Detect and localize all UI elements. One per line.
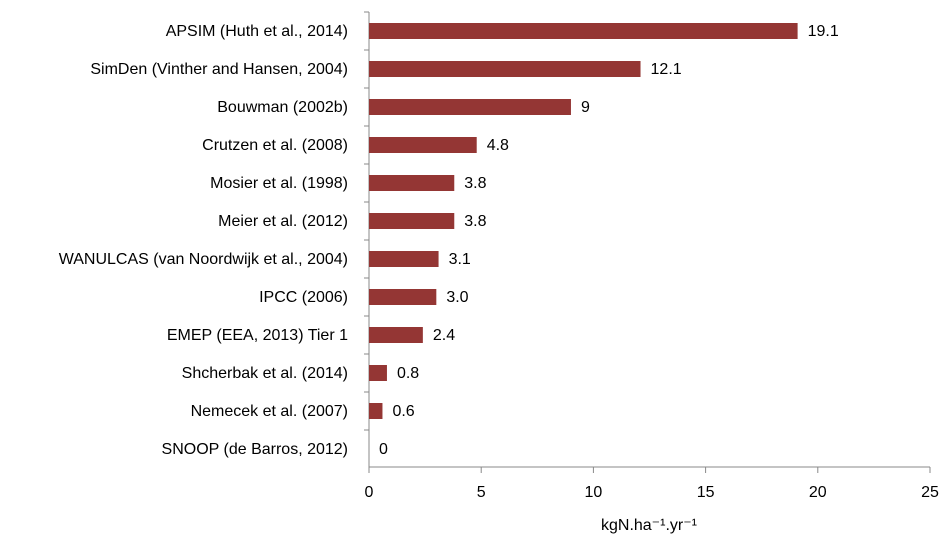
value-label: 3.0 xyxy=(446,289,468,306)
bar xyxy=(369,365,387,381)
bar xyxy=(369,251,439,267)
y-tick-label: Meier et al. (2012) xyxy=(218,213,348,230)
bar xyxy=(369,99,571,115)
value-label: 2.4 xyxy=(433,327,455,344)
y-tick-label: Nemecek et al. (2007) xyxy=(191,403,348,420)
y-tick-label: Crutzen et al. (2008) xyxy=(202,137,348,154)
bar xyxy=(369,61,641,77)
value-label: 4.8 xyxy=(487,137,509,154)
bar xyxy=(369,23,798,39)
x-tick-label: 20 xyxy=(809,484,827,501)
y-tick-label: WANULCAS (van Noordwijk et al., 2004) xyxy=(59,251,348,268)
y-tick-label: Bouwman (2002b) xyxy=(217,99,348,116)
bar xyxy=(369,289,437,305)
y-tick-label: APSIM (Huth et al., 2014) xyxy=(166,23,348,40)
y-tick-label: Mosier et al. (1998) xyxy=(210,175,348,192)
x-tick-label: 5 xyxy=(477,484,486,501)
value-label: 19.1 xyxy=(808,23,839,40)
value-label: 12.1 xyxy=(651,61,682,78)
bar xyxy=(369,213,455,229)
x-tick-label: 25 xyxy=(921,484,939,501)
value-label: 0.8 xyxy=(397,365,419,382)
value-label: 3.8 xyxy=(464,175,486,192)
x-tick-label: 0 xyxy=(365,484,374,501)
bar xyxy=(369,403,383,419)
value-label: 3.8 xyxy=(464,213,486,230)
x-tick-label: 15 xyxy=(697,484,715,501)
value-label: 3.1 xyxy=(449,251,471,268)
bar xyxy=(369,137,477,153)
y-tick-label: EMEP (EEA, 2013) Tier 1 xyxy=(167,327,348,344)
value-label: 9 xyxy=(581,99,590,116)
value-label: 0 xyxy=(379,441,388,458)
y-tick-label: Shcherbak et al. (2014) xyxy=(182,365,348,382)
value-label: 0.6 xyxy=(392,403,414,420)
x-axis-label: kgN.ha⁻¹.yr⁻¹ xyxy=(601,517,697,534)
y-tick-label: SimDen (Vinther and Hansen, 2004) xyxy=(90,61,348,78)
y-tick-label: IPCC (2006) xyxy=(259,289,348,306)
bar xyxy=(369,327,423,343)
x-tick-label: 10 xyxy=(585,484,603,501)
bar xyxy=(369,175,455,191)
y-tick-label: SNOOP (de Barros, 2012) xyxy=(162,441,348,458)
